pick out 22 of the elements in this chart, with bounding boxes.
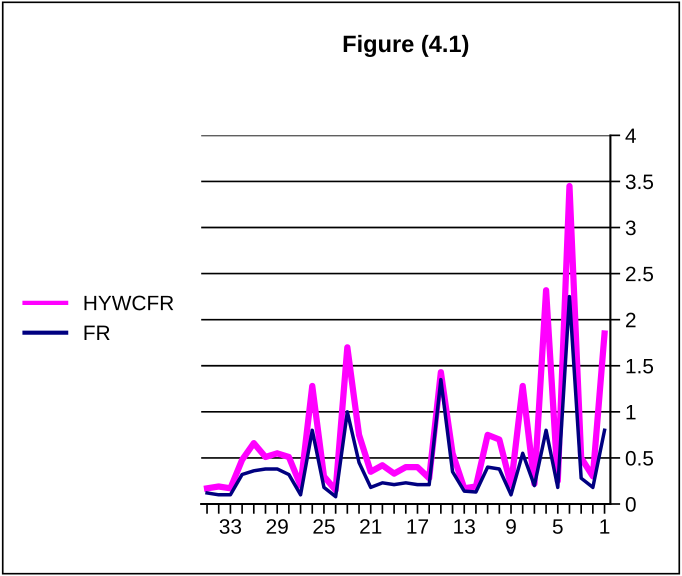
- x-tick-label: 1: [600, 519, 610, 534]
- x-tick-label: 33: [220, 519, 242, 534]
- x-tick-label: 5: [552, 519, 563, 534]
- y-tick-label: 2: [626, 312, 636, 328]
- y-tick-label: 0: [626, 497, 636, 512]
- x-tick-label: 17: [407, 519, 428, 534]
- y-tick-label: 1.5: [626, 358, 654, 374]
- legend-label: FR: [84, 326, 110, 340]
- y-tick-label: 0.5: [626, 450, 654, 466]
- x-tick-label: 13: [454, 519, 475, 534]
- chart-title: Figure (4.1): [344, 34, 468, 58]
- y-tick-label: 4: [625, 128, 636, 143]
- y-tick-label: 3.5: [626, 174, 654, 190]
- x-tick-label: 21: [360, 519, 382, 534]
- y-tick-label: 2.5: [626, 266, 654, 282]
- x-tick-label: 9: [506, 519, 516, 534]
- legend-label: HYWCFR: [84, 296, 174, 310]
- x-tick-label: 29: [266, 519, 288, 534]
- line-series: [205, 294, 606, 498]
- y-tick-label: 3: [626, 220, 636, 236]
- x-tick-label: 25: [313, 519, 335, 534]
- y-tick-label: 1: [626, 405, 636, 420]
